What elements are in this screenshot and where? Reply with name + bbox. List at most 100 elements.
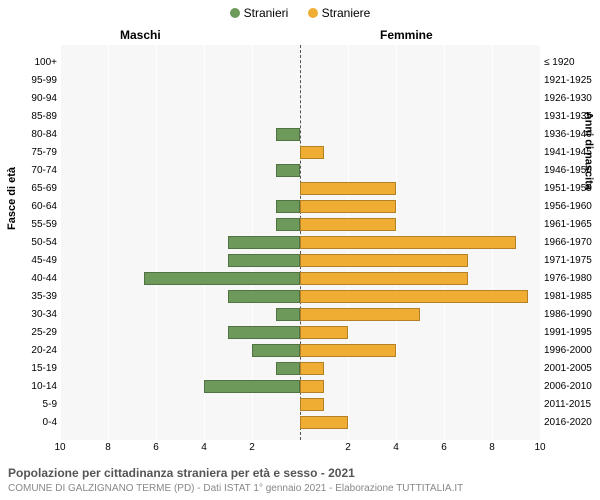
chart-subtitle: COMUNE DI GALZIGNANO TERME (PD) - Dati I… (8, 483, 463, 494)
x-tick: 6 (441, 442, 447, 453)
birth-label: 2016-2020 (544, 418, 599, 428)
age-label: 15-19 (2, 364, 57, 374)
legend-female-label: Straniere (322, 6, 371, 20)
birth-label: ≤ 1920 (544, 58, 599, 68)
age-label: 85-89 (2, 112, 57, 122)
x-tick: 4 (393, 442, 399, 453)
birth-label: 1926-1930 (544, 94, 599, 104)
bar-male (228, 290, 300, 303)
plot-area (60, 45, 540, 440)
birth-label: 1941-1945 (544, 148, 599, 158)
age-label: 75-79 (2, 148, 57, 158)
age-label: 40-44 (2, 274, 57, 284)
bar-female (300, 182, 396, 195)
bar-row (60, 344, 540, 357)
bar-male (276, 164, 300, 177)
bar-row (60, 380, 540, 393)
birth-label: 1966-1970 (544, 238, 599, 248)
birth-label: 1996-2000 (544, 346, 599, 356)
x-tick: 10 (54, 442, 65, 453)
bar-row (60, 398, 540, 411)
chart-title: Popolazione per cittadinanza straniera p… (8, 466, 355, 480)
birth-label: 1961-1965 (544, 220, 599, 230)
age-label: 10-14 (2, 382, 57, 392)
col-header-female: Femmine (380, 28, 433, 42)
age-label: 95-99 (2, 76, 57, 86)
birth-label: 1991-1995 (544, 328, 599, 338)
legend-male-dot (230, 8, 240, 18)
age-label: 60-64 (2, 202, 57, 212)
birth-label: 2001-2005 (544, 364, 599, 374)
bar-row (60, 326, 540, 339)
age-label: 35-39 (2, 292, 57, 302)
birth-label: 1936-1940 (544, 130, 599, 140)
age-label: 55-59 (2, 220, 57, 230)
bar-female (300, 398, 324, 411)
x-tick: 8 (105, 442, 111, 453)
bar-female (300, 200, 396, 213)
age-label: 45-49 (2, 256, 57, 266)
birth-label: 1956-1960 (544, 202, 599, 212)
legend: Stranieri Straniere (0, 6, 600, 21)
bar-row (60, 290, 540, 303)
legend-male: Stranieri (230, 6, 289, 20)
x-axis: 108642246810 (60, 442, 540, 456)
bar-female (300, 254, 468, 267)
bar-male (276, 128, 300, 141)
bar-female (300, 218, 396, 231)
birth-label: 1921-1925 (544, 76, 599, 86)
birth-label: 1946-1950 (544, 166, 599, 176)
x-tick: 4 (201, 442, 207, 453)
age-label: 25-29 (2, 328, 57, 338)
bar-female (300, 146, 324, 159)
bar-male (144, 272, 300, 285)
bar-row (60, 164, 540, 177)
bar-female (300, 380, 324, 393)
gridline (540, 45, 541, 440)
bar-row (60, 128, 540, 141)
bar-row (60, 416, 540, 429)
bar-row (60, 254, 540, 267)
bar-female (300, 308, 420, 321)
bar-male (276, 200, 300, 213)
bar-male (228, 254, 300, 267)
age-label: 20-24 (2, 346, 57, 356)
age-label: 70-74 (2, 166, 57, 176)
bar-row (60, 236, 540, 249)
x-tick: 10 (534, 442, 545, 453)
age-label: 0-4 (2, 418, 57, 428)
bar-female (300, 326, 348, 339)
age-label: 50-54 (2, 238, 57, 248)
birth-label: 1981-1985 (544, 292, 599, 302)
bar-female (300, 236, 516, 249)
x-tick: 8 (489, 442, 495, 453)
birth-label: 1931-1935 (544, 112, 599, 122)
bar-row (60, 218, 540, 231)
age-label: 5-9 (2, 400, 57, 410)
x-tick: 6 (153, 442, 159, 453)
bar-male (204, 380, 300, 393)
bar-female (300, 272, 468, 285)
bar-male (228, 236, 300, 249)
birth-label: 2006-2010 (544, 382, 599, 392)
age-label: 100+ (2, 58, 57, 68)
bar-female (300, 290, 528, 303)
bar-row (60, 56, 540, 69)
birth-label: 1976-1980 (544, 274, 599, 284)
birth-label: 1986-1990 (544, 310, 599, 320)
bar-row (60, 362, 540, 375)
bar-male (276, 308, 300, 321)
bar-female (300, 344, 396, 357)
bar-male (276, 362, 300, 375)
bar-female (300, 416, 348, 429)
x-tick: 2 (345, 442, 351, 453)
age-label: 90-94 (2, 94, 57, 104)
bar-female (300, 362, 324, 375)
legend-female-dot (308, 8, 318, 18)
legend-male-label: Stranieri (244, 6, 289, 20)
bar-row (60, 200, 540, 213)
bar-row (60, 308, 540, 321)
x-tick: 2 (249, 442, 255, 453)
age-label: 80-84 (2, 130, 57, 140)
bar-row (60, 146, 540, 159)
